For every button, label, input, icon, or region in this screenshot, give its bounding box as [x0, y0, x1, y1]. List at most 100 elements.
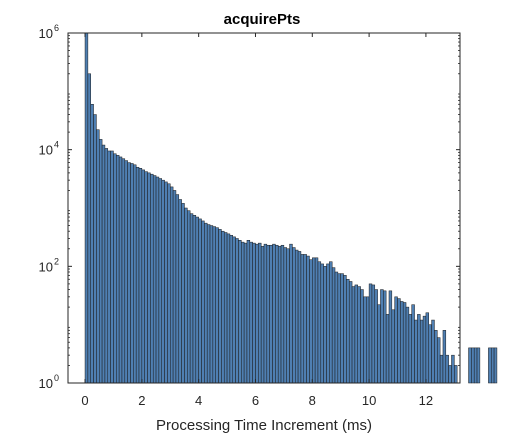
histogram-bar: [423, 316, 426, 383]
histogram-bar: [281, 245, 284, 383]
histogram-bar: [432, 320, 435, 383]
histogram-bar: [275, 245, 278, 383]
histogram-bar: [338, 274, 341, 383]
histogram-bar: [304, 254, 307, 383]
histogram-bar: [148, 173, 151, 383]
histogram-bar: [400, 301, 403, 383]
histogram-bar: [130, 163, 133, 383]
histogram-bar: [213, 227, 216, 383]
histogram-bar: [469, 348, 472, 383]
histogram-bar: [267, 245, 270, 383]
histogram-bar: [329, 262, 332, 383]
y-tick-exponent: 6: [54, 23, 59, 33]
histogram-bar: [122, 159, 125, 383]
histogram-bar: [446, 355, 449, 383]
histogram-bar: [358, 287, 361, 383]
histogram-bar: [113, 154, 116, 383]
histogram-bar: [193, 215, 196, 383]
histogram-bar: [335, 272, 338, 383]
histogram-bar: [494, 348, 497, 383]
histogram-bar: [349, 281, 352, 383]
histogram-bar: [221, 231, 224, 383]
histogram-bar: [204, 223, 207, 383]
histogram-bar: [426, 313, 429, 383]
histogram-bar: [372, 285, 375, 383]
histogram-bar: [199, 219, 202, 383]
histogram-bar: [176, 195, 179, 383]
y-tick-exponent: 2: [54, 256, 59, 266]
histogram-bar: [247, 240, 250, 383]
histogram-bar: [136, 167, 139, 383]
y-tick-label: 10: [39, 26, 53, 41]
histogram-bar: [88, 74, 91, 383]
histogram-bar: [255, 244, 258, 383]
histogram-bar: [153, 176, 156, 383]
y-tick-label: 10: [39, 376, 53, 391]
x-tick-label: 12: [419, 393, 433, 408]
histogram-bar: [133, 165, 136, 383]
histogram-bar: [202, 221, 205, 383]
histogram-bar: [111, 151, 114, 383]
histogram-bar: [295, 250, 298, 383]
histogram-bar: [298, 251, 301, 383]
histogram-bar: [210, 226, 213, 383]
histogram-bar: [273, 244, 276, 383]
histogram-bar: [227, 234, 230, 383]
histogram-bar: [224, 233, 227, 383]
histogram-bar: [182, 203, 185, 383]
histogram-bar: [429, 325, 432, 383]
x-tick-label: 10: [362, 393, 376, 408]
histogram-bar: [474, 348, 477, 383]
histogram-bar: [250, 242, 253, 383]
histogram-bar: [170, 187, 173, 383]
histogram-bar: [150, 174, 153, 383]
histogram-bar: [233, 237, 236, 383]
histogram-bar: [173, 190, 176, 383]
histogram-bar: [91, 104, 94, 383]
histogram-bar: [406, 307, 409, 383]
histogram-bar: [440, 355, 443, 383]
histogram-bar: [258, 243, 261, 383]
histogram-bar: [321, 264, 324, 383]
histogram-bar: [230, 235, 233, 383]
histogram-bar: [361, 290, 364, 383]
histogram-bar: [434, 330, 437, 383]
histogram-bar: [99, 139, 102, 383]
histogram-bar: [287, 249, 290, 383]
histogram-bar: [312, 258, 315, 383]
histogram-bar: [261, 246, 264, 383]
histogram-bar: [167, 184, 170, 383]
histogram-bar: [116, 155, 119, 383]
histogram-bar: [363, 297, 366, 383]
histogram-bar: [355, 285, 358, 383]
histogram-bar: [443, 330, 446, 383]
histogram-bar: [341, 274, 344, 383]
histogram-bar: [398, 299, 401, 383]
histogram-bar: [125, 161, 128, 383]
histogram-bar: [352, 287, 355, 383]
histogram-bar: [378, 305, 381, 383]
histogram-bar: [119, 157, 122, 383]
histogram-bar: [309, 260, 312, 383]
y-tick-label: 10: [39, 259, 53, 274]
x-tick-label: 8: [309, 393, 316, 408]
histogram-bar: [105, 148, 108, 383]
histogram-bar: [324, 266, 327, 383]
histogram-bar: [403, 302, 406, 383]
histogram-bar: [392, 310, 395, 383]
chart-title: acquirePts: [224, 11, 301, 28]
histogram-bar: [145, 172, 148, 383]
histogram-bar: [420, 320, 423, 383]
histogram-bar: [417, 314, 420, 383]
histogram-bar: [386, 314, 389, 383]
histogram-bar: [409, 314, 412, 383]
histogram-bar: [278, 246, 281, 383]
histogram-bar: [241, 242, 244, 383]
histogram-bar: [326, 264, 329, 383]
x-axis-label: Processing Time Increment (ms): [156, 417, 372, 434]
histogram-bar: [451, 355, 454, 383]
histogram-bar: [184, 208, 187, 383]
histogram-bar: [142, 170, 145, 383]
histogram-bar: [216, 228, 219, 383]
